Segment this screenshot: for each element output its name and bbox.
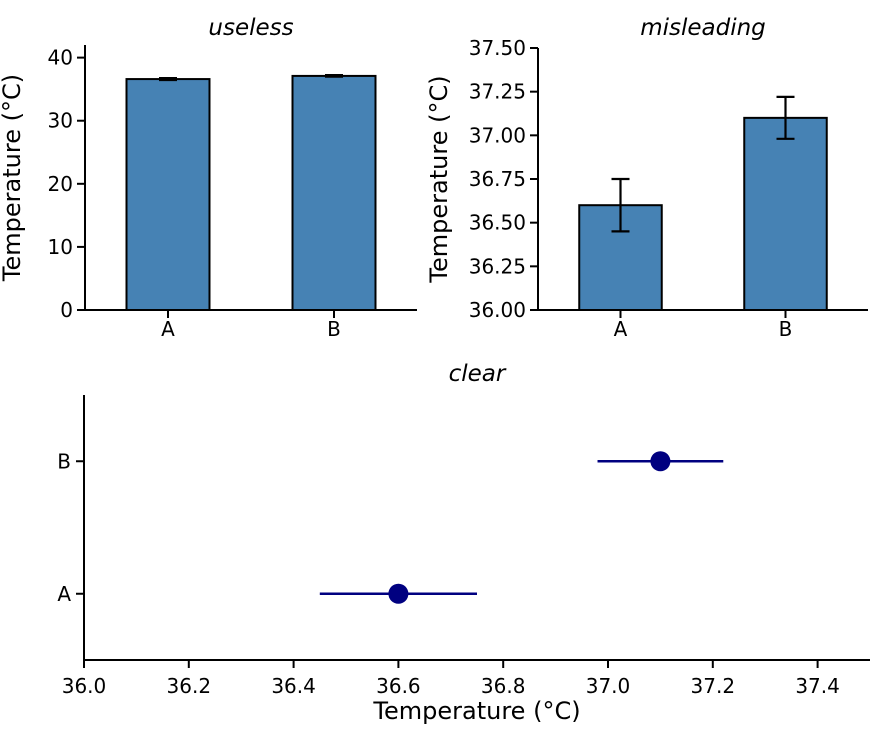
- subplot-misleading: 36.00 36.25 36.50 36.75 37.00 37.25 37.50 A Bmis…: [425, 15, 868, 341]
- y-axis-label: Temperature (°C): [425, 75, 453, 283]
- x-tick-label: B: [327, 317, 341, 341]
- x-tick-label: B: [779, 317, 793, 341]
- x-tick-label: 37.4: [795, 674, 840, 698]
- y-tick-label: B: [57, 449, 71, 473]
- chart-title-useless: useless: [208, 15, 293, 41]
- y-tick-label: 10: [48, 235, 73, 259]
- y-tick-label: 36.00: [469, 298, 526, 322]
- y-tick-label: 36.75: [469, 167, 526, 191]
- x-tick-label: 37.0: [586, 674, 631, 698]
- data-point-B: [650, 451, 671, 472]
- x-tick-label: 37.2: [691, 674, 736, 698]
- y-tick-label: A: [57, 582, 71, 606]
- x-tick-label: 36.6: [376, 674, 421, 698]
- x-tick-label: A: [614, 317, 628, 341]
- chart-title-clear: clear: [449, 361, 507, 387]
- bar-useless-A: [125, 78, 211, 311]
- y-tick-label: 37.50: [469, 36, 526, 60]
- x-tick-label: 36.2: [167, 674, 212, 698]
- bar-useless-B: [291, 74, 377, 311]
- y-tick-label: 20: [48, 172, 73, 196]
- y-tick-label: 30: [48, 109, 73, 133]
- y-tick-label: 37.25: [469, 80, 526, 104]
- x-tick-label: 36.8: [481, 674, 526, 698]
- bar-misleading-B: [743, 116, 828, 311]
- x-tick-label: 36.0: [62, 674, 107, 698]
- y-tick-label: 36.25: [469, 254, 526, 278]
- y-axis-label: Temperature (°C): [0, 74, 26, 282]
- x-tick-label: 36.4: [271, 674, 316, 698]
- y-tick-label: 40: [48, 46, 73, 70]
- chart-title-misleading: misleading: [640, 15, 766, 41]
- y-tick-label: 0: [60, 298, 73, 322]
- y-tick-label: 37.00: [469, 123, 526, 147]
- x-axis-label: Temperature (°C): [372, 697, 580, 725]
- x-tick-label: A: [161, 317, 175, 341]
- y-tick-label: 36.50: [469, 211, 526, 235]
- subplot-clear: A B 36.0 36.2 36.4 36.6 36.8 37.0 37.2 37.4 clear T…: [57, 361, 870, 725]
- data-point-A: [388, 583, 409, 604]
